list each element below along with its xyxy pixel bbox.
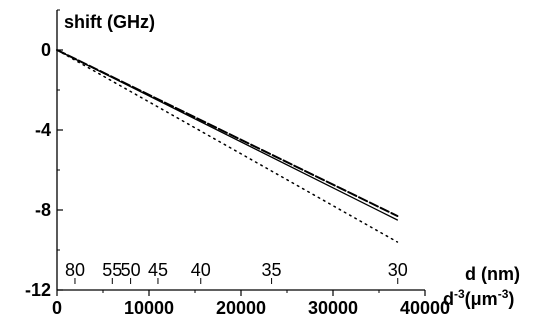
top-axis-tick-label: 30 — [388, 260, 408, 280]
axes — [56, 9, 426, 296]
x-tick-label: 0 — [52, 298, 62, 318]
top-axis-tick-label: 40 — [191, 260, 211, 280]
top-axis-tick-label: 35 — [262, 260, 282, 280]
series-line-dashed — [56, 49, 399, 217]
x-axis-title-base: d — [443, 289, 454, 309]
x-axis-title-close: ) — [508, 289, 514, 309]
x-axis-title: d-3(μm-3) — [443, 287, 514, 309]
y-tick-label: -12 — [25, 280, 51, 300]
top-axis-title: d (nm) — [465, 264, 520, 284]
series-layer — [56, 49, 399, 243]
x-tick-label: 10000 — [124, 298, 174, 318]
x-tick-label: 40000 — [400, 298, 450, 318]
x-tick-label: 30000 — [308, 298, 358, 318]
top-axis-tick-label: 50 — [121, 260, 141, 280]
x-tick-label: 20000 — [216, 298, 266, 318]
top-axis-tick-label: 80 — [65, 260, 85, 280]
x-axis-title-open: ( — [465, 289, 471, 309]
y-tick-label: 0 — [41, 40, 51, 60]
series-line-dotted — [56, 49, 399, 243]
y-axis-title: shift (GHz) — [64, 12, 155, 32]
x-axis-title-sup: -3 — [454, 287, 465, 301]
top-axis-tick-label: 45 — [148, 260, 168, 280]
x-axis-title-unit: μm — [471, 289, 498, 309]
top-axis-tick-label: 55 — [102, 260, 122, 280]
y-tick-label: -4 — [35, 120, 51, 140]
x-axis-title-unit-sup: -3 — [498, 287, 509, 301]
y-tick-label: -8 — [35, 200, 51, 220]
